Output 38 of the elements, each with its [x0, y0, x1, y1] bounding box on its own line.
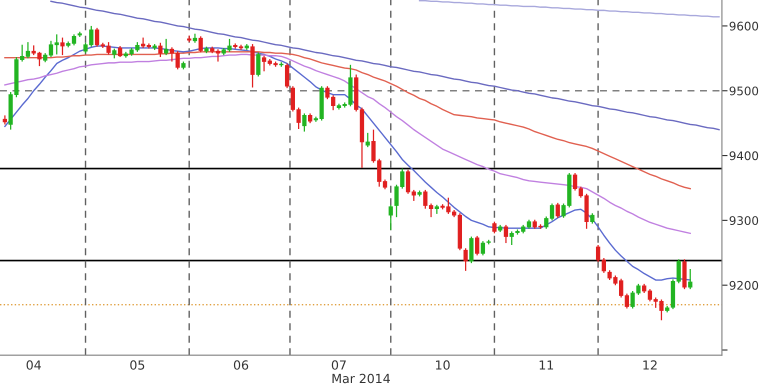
line-series — [50, 0, 720, 130]
x-tick-label: 04 — [26, 360, 41, 370]
candlestick — [469, 236, 474, 264]
candlestick — [590, 212, 594, 224]
line-series — [418, 0, 720, 18]
candlestick — [308, 112, 312, 124]
x-axis-title: Mar 2014 — [332, 374, 390, 384]
x-tick-label: 05 — [130, 360, 144, 370]
candlestick — [164, 38, 168, 56]
y-tick-label: 9300 — [730, 216, 758, 226]
y-tick-label: 9500 — [730, 86, 758, 96]
candlestick — [475, 235, 480, 256]
candlestick — [504, 224, 508, 244]
candlestick — [284, 62, 290, 89]
candlestick — [388, 204, 393, 231]
candlestick — [464, 248, 468, 272]
candlestick — [434, 204, 439, 215]
candlestick — [198, 36, 203, 54]
candlestick — [118, 45, 122, 58]
candlestick — [60, 36, 65, 56]
candlestick — [492, 221, 497, 234]
x-tick-label: 07 — [332, 360, 346, 370]
x-tick-label: 11 — [540, 360, 554, 370]
candlestick — [556, 202, 560, 218]
candlestick — [256, 52, 260, 78]
x-tick-label: 10 — [436, 360, 450, 370]
candlestick — [112, 48, 116, 59]
candlestick — [158, 42, 163, 58]
x-tick-label: 06 — [234, 360, 248, 370]
candlestick — [302, 112, 307, 132]
candlestick — [366, 132, 370, 148]
candlestick — [510, 230, 514, 246]
y-tick-label: 9200 — [730, 280, 758, 290]
candlestick — [688, 268, 692, 290]
y-tick-label: 9400 — [730, 151, 758, 160]
y-tick-label: 9600 — [730, 22, 758, 31]
x-tick-label: 12 — [643, 360, 657, 370]
line-series — [4, 54, 691, 234]
